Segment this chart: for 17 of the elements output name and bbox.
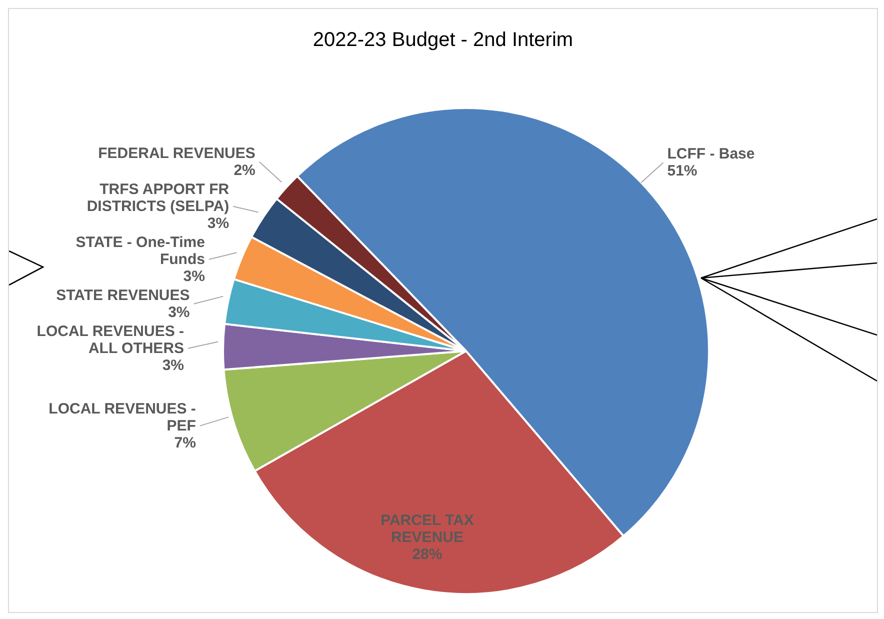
data-label: 51% <box>667 162 698 180</box>
slice-label: STATE REVENUES <box>56 286 190 304</box>
slice-label: TRFS APPORT FR DISTRICTS (SELPA) <box>86 180 230 215</box>
slice-label: LOCAL REVENUES - PEF <box>48 400 196 434</box>
slice-label: PARCEL TAX REVENUE <box>380 512 474 546</box>
data-label: 2% <box>234 162 256 179</box>
data-label: 28% <box>412 546 442 563</box>
data-label: 3% <box>183 268 205 285</box>
data-label: 3% <box>168 304 190 321</box>
slice-label: LOCAL REVENUES - ALL OTHERS <box>36 322 184 357</box>
slice-label: LCFF - Base <box>667 146 755 163</box>
data-label: 7% <box>174 434 196 452</box>
slice-label: STATE - One-Time Funds <box>76 234 205 268</box>
chart-title: 2022-23 Budget - 2nd Interim <box>312 29 574 52</box>
data-label: 3% <box>207 214 230 232</box>
data-label: 3% <box>162 356 184 374</box>
slice-label: FEDERAL REVENUES <box>98 144 256 162</box>
